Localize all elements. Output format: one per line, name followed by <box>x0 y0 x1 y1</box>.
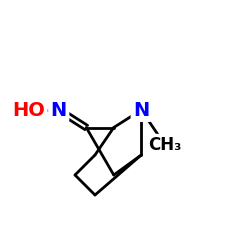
Text: CH₃: CH₃ <box>148 136 182 154</box>
Text: N: N <box>50 100 67 119</box>
Text: HO: HO <box>12 100 45 119</box>
Text: N: N <box>133 100 150 119</box>
Text: N: N <box>50 100 67 119</box>
Text: N: N <box>133 100 150 119</box>
Text: CH₃: CH₃ <box>148 136 182 154</box>
Text: HO: HO <box>12 100 45 119</box>
